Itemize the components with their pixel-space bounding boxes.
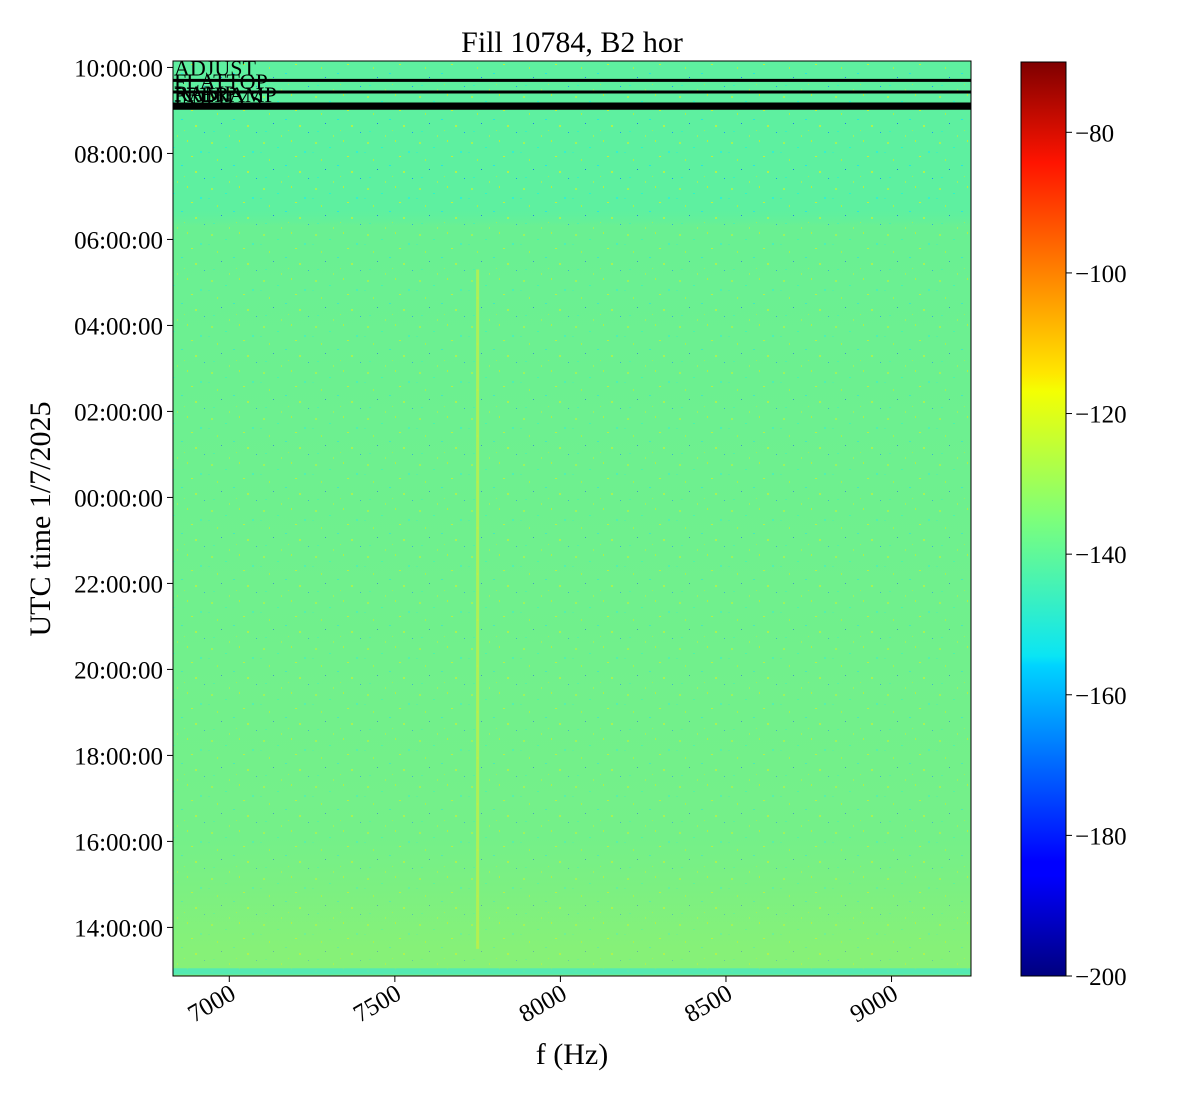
mode-label-preramp: PRERAMP [174,82,277,107]
x-tick-label: 7000 [183,980,240,1028]
y-tick-label: 20:00:00 [74,657,163,684]
heatmap-tint [173,61,971,976]
y-axis: 14:00:00 16:00:00 18:00:00 20:00:00 22:00:00… [74,55,173,942]
mode-label-ramp: RAMP [174,81,236,106]
y-tick-label: 02:00:00 [74,399,163,426]
colorbar-tick-label: −80 [1075,120,1114,147]
y-tick-label: 22:00:00 [74,571,163,598]
heatmap-low-band [173,968,971,975]
y-tick-label: 14:00:00 [74,915,163,942]
colorbar-tick-label: −120 [1075,402,1127,429]
colorbar-ticks: −80 −100 −120 −140 −160 −180 −200 [1066,120,1127,991]
x-tick-label: 9000 [846,980,903,1028]
x-axis-label: f (Hz) [536,1038,608,1071]
y-tick-label: 18:00:00 [74,743,163,770]
y-tick-label: 00:00:00 [74,485,163,512]
colorbar-tick-label: −200 [1075,964,1127,991]
colorbar-tick-label: −140 [1075,542,1127,569]
mode-label-flattop: FLATTOP [174,69,268,94]
y-axis-label: UTC time 1/7/2025 [24,402,57,637]
mode-label-adjust: ADJUST [174,55,256,80]
x-tick-label: 8000 [515,980,572,1028]
y-tick-label: 04:00:00 [74,313,163,340]
plot-frame [172,60,972,977]
y-tick-label: 06:00:00 [74,227,163,254]
mode-label-injphys: INJPHYS [174,86,262,111]
x-tick-label: 8500 [680,980,737,1028]
colorbar-tick-label: −180 [1075,823,1127,850]
y-tick-label: 16:00:00 [74,829,163,856]
colorbar-gradient [1020,61,1067,977]
colorbar-tick-label: −160 [1075,683,1127,710]
x-tick-label: 7500 [349,980,406,1028]
x-axis: 7000 7500 8000 8500 9000 [183,976,903,1028]
y-tick-label: 08:00:00 [74,141,163,168]
chart-title: Fill 10784, B2 hor [461,26,683,59]
colorbar-tick-label: −100 [1075,261,1127,288]
y-tick-label: 10:00:00 [74,55,163,82]
colorbar: −80 −100 −120 −140 −160 −180 −200 [1020,61,1127,991]
